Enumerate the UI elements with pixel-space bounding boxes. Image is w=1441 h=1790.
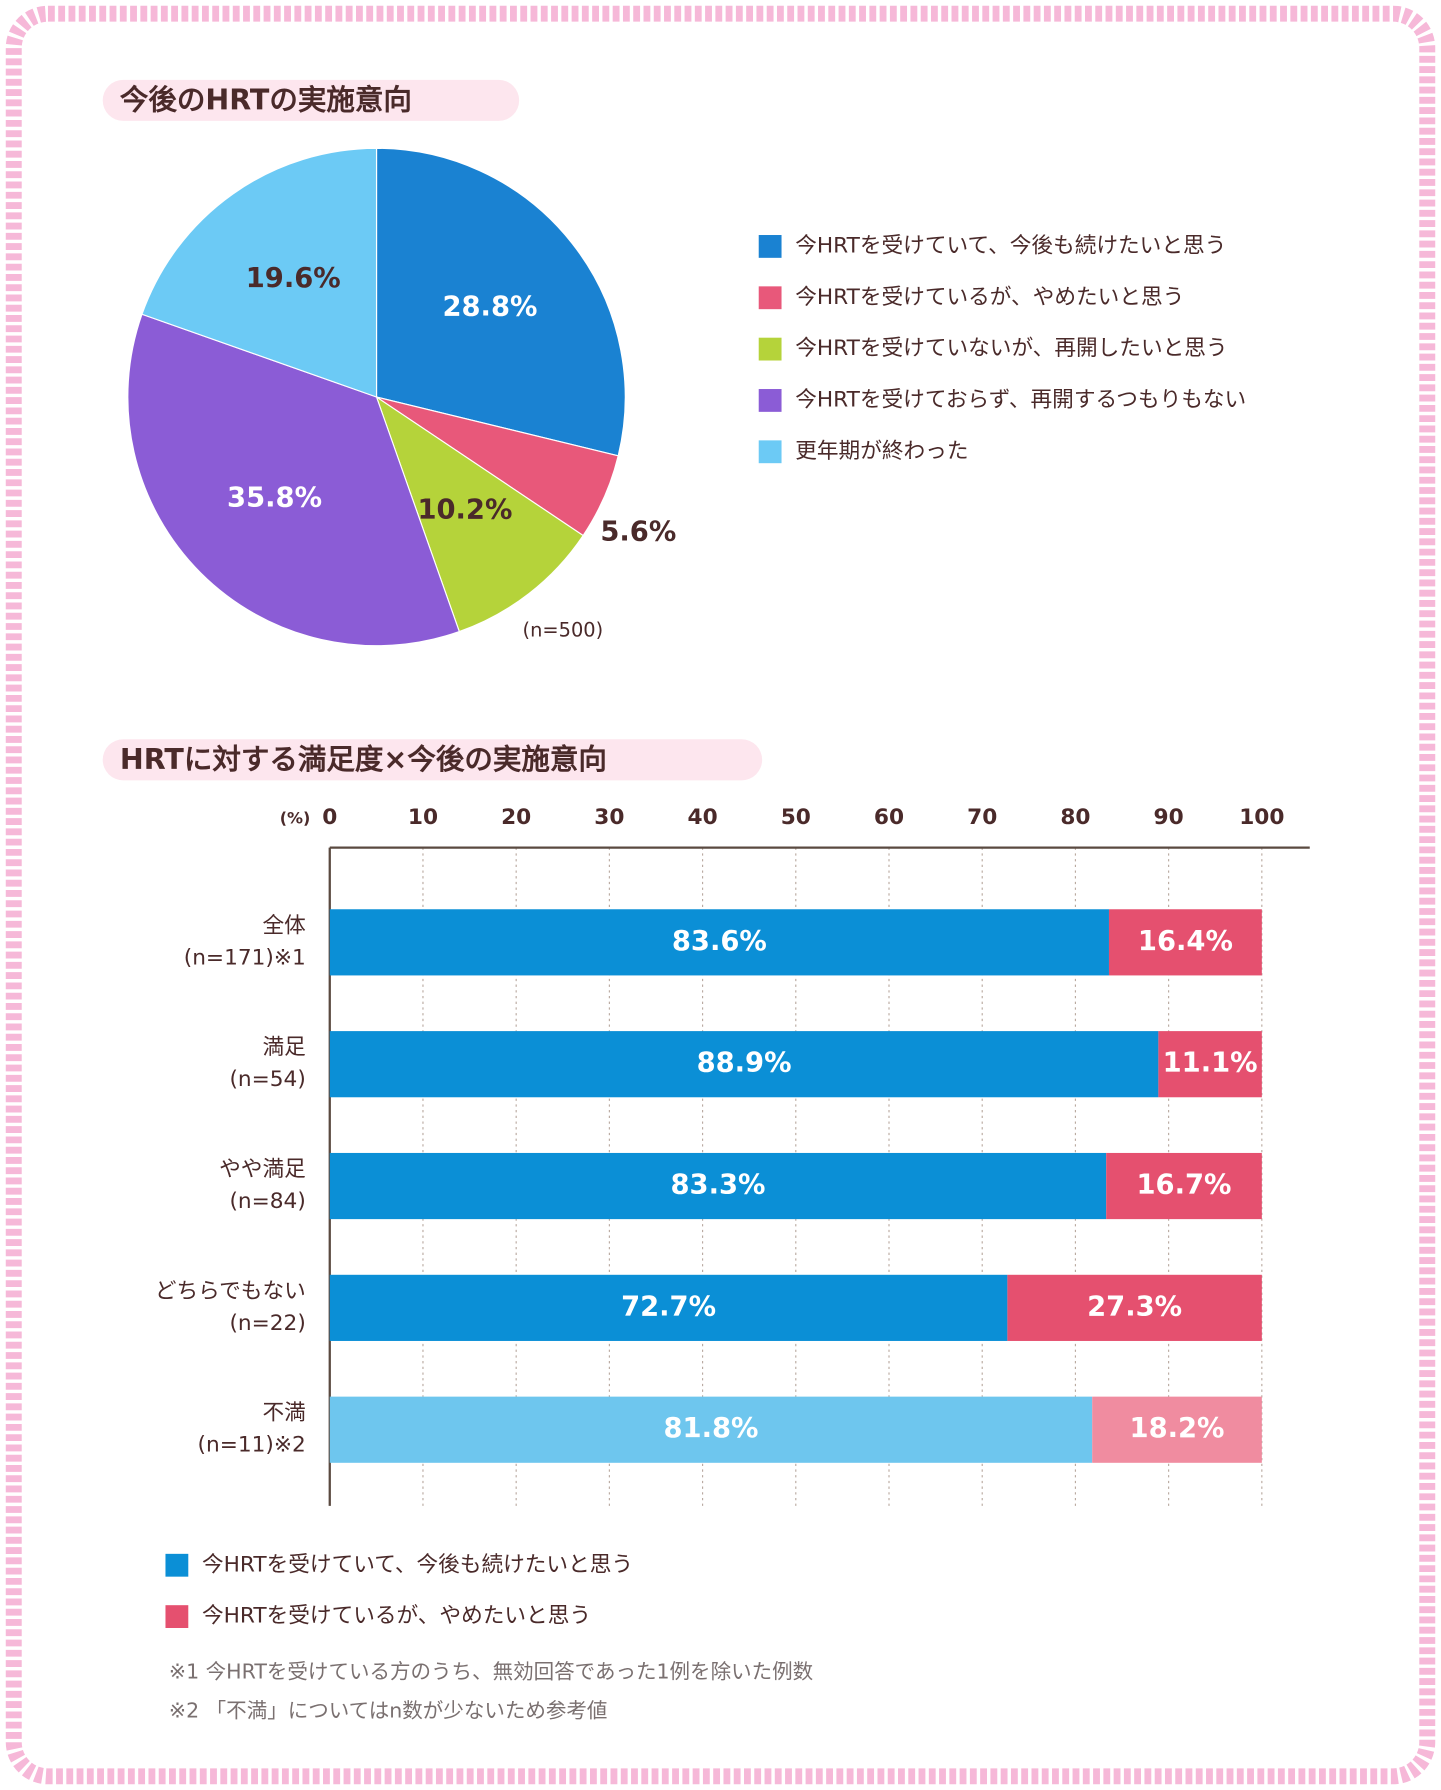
y-tick-label: (n=22) [229, 1311, 305, 1336]
x-tick-label: 70 [967, 805, 997, 830]
legend-swatch [758, 286, 782, 310]
pie-note: (n=500) [523, 618, 604, 641]
title-pill [102, 739, 763, 781]
bar-label: 18.2% [1130, 1413, 1225, 1444]
x-tick-label: 60 [874, 805, 904, 830]
footnote: ※1 今HRTを受けている方のうち、無効回答であった1例を除いた例数 [169, 1659, 813, 1683]
bar-label: 88.9% [697, 1048, 792, 1079]
legend-swatch [758, 389, 782, 412]
bar-segment [1158, 1031, 1262, 1098]
pie-slice [141, 147, 378, 398]
legend-label: 今HRTを受けておらず、再開するつもりもない [795, 387, 1246, 412]
legend-swatch [165, 1605, 189, 1628]
title-pill [102, 79, 520, 121]
y-tick-label: どちらでもない [155, 1279, 306, 1304]
bar-label: 83.3% [670, 1170, 765, 1201]
bar-title: HRTに対する満足度×今後の実施意向 [120, 743, 607, 776]
x-tick-label: 0 [322, 805, 337, 830]
bar-segment [329, 909, 1109, 976]
bar-segment [1106, 1152, 1262, 1220]
legend-label: 今HRTを受けていて、今後も続けたいと思う [202, 1552, 633, 1577]
bar-label: 72.7% [621, 1291, 716, 1322]
legend-label: 更年期が終わった [795, 439, 968, 464]
y-tick-label: 満足 [262, 1035, 305, 1060]
bar-segment [1092, 1396, 1262, 1463]
x-tick-label: 10 [408, 805, 438, 830]
bar-segment [329, 1396, 1093, 1463]
y-tick-label: (n=54) [229, 1067, 305, 1092]
bar-segment [329, 1031, 1159, 1098]
x-tick-label: 50 [781, 805, 811, 830]
bar-segment [329, 1152, 1107, 1220]
y-tick-label: やや満足 [219, 1157, 306, 1182]
legend-swatch [758, 440, 782, 464]
legend-swatch [758, 337, 782, 361]
pie-label: 28.8% [442, 291, 537, 322]
legend-label: 今HRTを受けているが、やめたいと思う [795, 285, 1184, 310]
footnote: ※2 「不満」についてはn数が少ないため参考値 [169, 1698, 608, 1722]
legend-label: 今HRTを受けていないが、再開したいと思う [795, 336, 1227, 361]
y-tick-label: 全体 [262, 913, 306, 938]
legend-swatch [758, 235, 782, 258]
x-tick-label: 40 [688, 805, 718, 830]
bar-label: 83.6% [672, 926, 767, 957]
bar-segment [329, 1274, 1008, 1341]
x-tick-label: 100 [1239, 805, 1284, 830]
pie-slice [375, 395, 584, 633]
y-tick-label: (n=84) [229, 1189, 305, 1214]
y-tick-label: (n=11)※2 [198, 1433, 306, 1458]
pie-title: 今後のHRTの実施意向 [120, 84, 412, 117]
x-axis-label: (%) [280, 809, 311, 828]
legend-swatch [165, 1553, 189, 1577]
bar-segment [1108, 909, 1262, 976]
y-tick-label: (n=171)※1 [184, 945, 306, 970]
pie-label: 35.8% [227, 483, 322, 514]
x-tick-label: 30 [594, 805, 624, 830]
x-tick-label: 80 [1060, 805, 1090, 830]
bar-label: 81.8% [663, 1413, 758, 1444]
bar-segment [1007, 1274, 1262, 1341]
bar-label: 11.1% [1163, 1048, 1258, 1079]
bar-label: 16.4% [1138, 926, 1233, 957]
legend-label: 今HRTを受けているが、やめたいと思う [202, 1604, 591, 1629]
pie-label: 19.6% [246, 263, 341, 294]
pie-label: 5.6% [600, 516, 676, 547]
pie-label: 10.2% [417, 494, 512, 525]
bar-label: 16.7% [1137, 1170, 1232, 1201]
x-tick-label: 20 [501, 805, 531, 830]
y-tick-label: 不満 [262, 1401, 305, 1426]
bar-label: 27.3% [1087, 1291, 1182, 1322]
legend-label: 今HRTを受けていて、今後も続けたいと思う [795, 233, 1226, 258]
x-tick-label: 90 [1154, 805, 1184, 830]
pie-slice [375, 147, 626, 457]
